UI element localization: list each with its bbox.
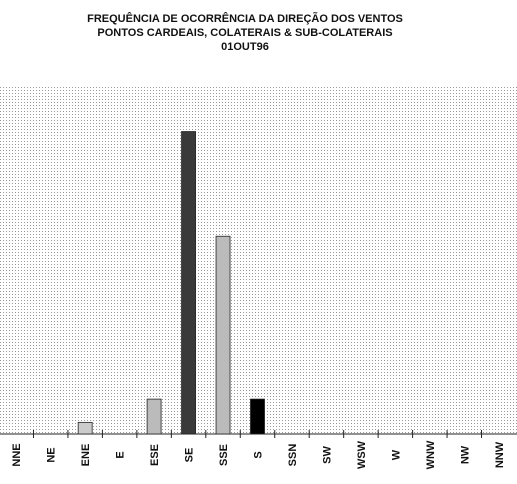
bar — [181, 131, 196, 435]
chart-subtitle: PONTOS CARDEAIS, COLATERAIS & SUB-COLATE… — [97, 27, 392, 39]
x-tick-label: NE — [46, 447, 58, 462]
x-tick-label: SSE — [218, 444, 230, 466]
bar — [77, 421, 93, 435]
x-tick-label: SSN — [287, 444, 299, 467]
bar — [250, 398, 265, 435]
x-tick-label: S — [253, 451, 265, 458]
x-tick-label: ENE — [80, 444, 92, 467]
x-tick-label: WNW — [425, 440, 437, 469]
x-tick-label: NNE — [11, 443, 23, 466]
plot-background — [0, 85, 517, 434]
chart-date: 01OUT96 — [221, 41, 269, 53]
x-tick-label: SE — [184, 448, 196, 463]
x-tick-label: ESE — [149, 444, 161, 466]
bar — [215, 235, 231, 435]
chart-title: FREQUÊNCIA DE OCORRÊNCIA DA DIREÇÃO DOS … — [87, 12, 403, 25]
x-tick-label: E — [115, 451, 127, 458]
x-tick-label: SW — [321, 446, 333, 464]
bar — [146, 398, 162, 435]
x-tick-label: W — [390, 449, 402, 460]
x-tick-label: NW — [459, 445, 471, 464]
x-tick-label: NNW — [494, 441, 506, 468]
x-tick-label: WSW — [356, 440, 368, 469]
